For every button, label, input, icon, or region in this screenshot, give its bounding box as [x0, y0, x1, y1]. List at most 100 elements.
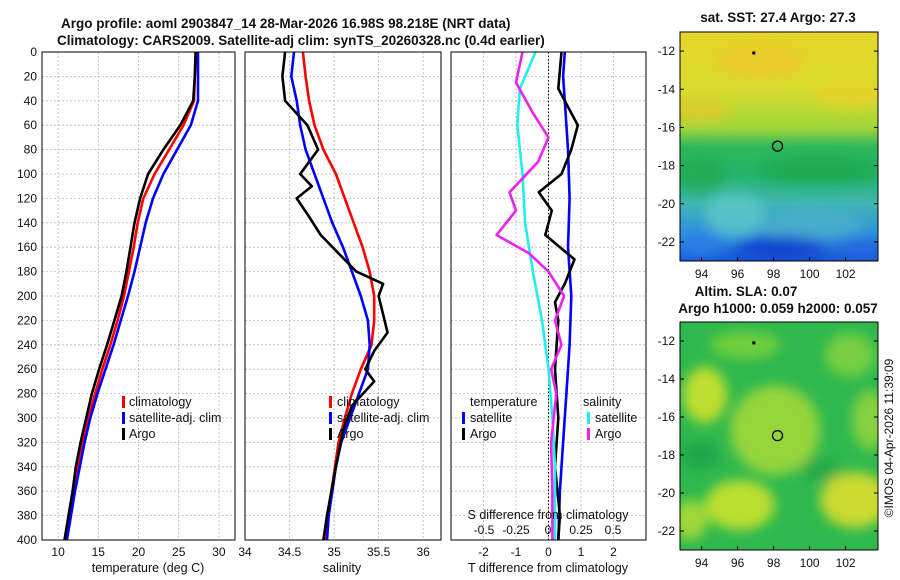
depth-tick-label: 200 [17, 289, 37, 303]
temperature-depth-ticks: 0 20 40 60 80 100 120 140 160 180 200 220 240 260 280 3… [17, 45, 37, 547]
depth-tick-label: 300 [17, 411, 37, 425]
sla-map-lon-ticks: 94 96 98 100 102 [695, 546, 856, 570]
top-tick: 0.5 [605, 523, 622, 537]
lon-tick-label: 94 [695, 556, 709, 570]
lon-tick-label: 96 [731, 556, 745, 570]
sla-map-lat-ticks: -12 -14 -16 -18 -20 -22 [658, 334, 878, 538]
argo-location-marker [771, 140, 784, 152]
lon-tick-label: 100 [800, 556, 820, 570]
legend-label-t-satellite: satellite [470, 411, 512, 425]
x-tick-label: 30 [212, 545, 226, 559]
legend-swatch-s-argo [587, 428, 590, 440]
series-climatology [64, 51, 198, 541]
lat-tick-label: -22 [658, 524, 676, 538]
salinity-xlabel: salinity [323, 561, 362, 575]
lat-tick-label: -22 [658, 235, 676, 249]
figure-title-line2: Climatology: CARS2009. Satellite-adj cli… [57, 33, 545, 48]
depth-tick-label: 20 [24, 69, 38, 83]
sla-map-frame [679, 321, 879, 551]
salinity-series [281, 51, 389, 541]
legend-label-climatology: climatology [337, 395, 400, 409]
lon-tick-label: 100 [800, 267, 820, 281]
top-tick: -0.25 [502, 523, 530, 537]
sst-map-title: sat. SST: 27.4 Argo: 27.3 [700, 10, 856, 25]
depth-tick-label: 60 [24, 118, 38, 132]
argo-location-marker [771, 429, 784, 442]
depth-tick-label: 160 [17, 240, 37, 254]
x-tick-label: 10 [51, 545, 65, 559]
depth-tick-label: 400 [17, 533, 37, 547]
legend-swatch-argo [122, 428, 125, 440]
series-satellite-adj-clim [65, 52, 200, 541]
lat-tick-label: -18 [658, 159, 676, 173]
x-tick-label: -2 [478, 545, 489, 559]
x-tick-label: 15 [92, 545, 106, 559]
salinity-axes-box [244, 51, 442, 541]
legend-swatch-climatology [329, 396, 332, 408]
reference-dot [752, 51, 756, 55]
series-s-argo [495, 51, 566, 540]
sst-map-markers [752, 51, 784, 152]
depth-tick-label: 240 [17, 338, 37, 352]
legend-label-t-argo: Argo [470, 427, 496, 441]
top-tick: -0.5 [474, 523, 495, 537]
temperature-x-ticks: 10 15 20 25 30 [51, 545, 226, 559]
sla-map-markers [752, 341, 784, 442]
sst-map-lat-ticks: -12 -14 -16 -18 -20 -22 [658, 44, 878, 249]
lon-tick-label: 98 [767, 267, 781, 281]
difference-legend: temperature salinity satellite Argo sate… [462, 395, 637, 441]
temperature-xlabel: temperature (deg C) [92, 561, 205, 575]
lon-tick-label: 102 [836, 556, 856, 570]
depth-tick-label: 140 [17, 216, 37, 230]
x-tick-label: 25 [172, 545, 186, 559]
lon-tick-label: 102 [836, 267, 856, 281]
x-tick-label: 35.5 [367, 545, 391, 559]
legend-swatch-t-argo [462, 428, 465, 440]
x-tick-label: 34 [238, 545, 252, 559]
legend-label-climatology: climatology [129, 395, 192, 409]
x-tick-label: 36 [417, 545, 431, 559]
salinity-x-ticks: 34 34.5 35 35.5 36 [238, 545, 430, 559]
x-tick-label: 1 [578, 545, 585, 559]
sla-field-texture [680, 331, 878, 540]
sst-field-texture [680, 42, 878, 260]
depth-tick-label: 360 [17, 484, 37, 498]
legend-swatch-t-satellite [462, 412, 465, 424]
temperature-series [63, 51, 200, 541]
difference-series [495, 51, 580, 541]
difference-top-xlabel: S difference from climatology [468, 508, 630, 522]
legend-title-temperature: temperature [470, 395, 537, 409]
depth-tick-label: 320 [17, 435, 37, 449]
legend-label-s-argo: Argo [595, 427, 621, 441]
legend-swatch-satellite-adj [122, 412, 125, 424]
credit-text: ©IMOS 04-Apr-2026 11:39:09 [882, 358, 896, 517]
lat-tick-label: -16 [658, 120, 676, 134]
lon-tick-label: 98 [767, 556, 781, 570]
x-tick-label: 20 [132, 545, 146, 559]
salinity-panel: 34 34.5 35 35.5 36 salinity climatology sate… [238, 51, 442, 575]
lon-tick-label: 96 [731, 267, 745, 281]
lat-tick-label: -16 [658, 410, 676, 424]
sst-map-lon-ticks: 94 96 98 100 102 [695, 257, 856, 281]
series-argo [63, 51, 197, 541]
legend-swatch-satellite-adj [329, 412, 332, 424]
lat-tick-label: -20 [658, 486, 676, 500]
series-t-argo [537, 51, 580, 541]
legend-label-s-satellite: satellite [595, 411, 637, 425]
sla-map-subtitle: Argo h1000: 0.059 h2000: 0.057 [678, 301, 878, 316]
depth-tick-label: 260 [17, 362, 37, 376]
legend-label-argo: Argo [337, 427, 363, 441]
depth-tick-label: 180 [17, 265, 37, 279]
depth-tick-label: 0 [30, 45, 37, 59]
series-argo [281, 51, 389, 541]
legend-swatch-argo [329, 428, 332, 440]
depth-tick-label: 380 [17, 509, 37, 523]
legend-swatch-climatology [122, 396, 125, 408]
salinity-diff-top-ticks: -0.5 -0.25 0 0.25 0.5 [474, 523, 622, 537]
depth-tick-label: 340 [17, 460, 37, 474]
temperature-panel: 0 20 40 60 80 100 120 140 160 180 200 220 240 260 280 3… [17, 45, 236, 575]
temperature-axes-box [41, 51, 236, 541]
reference-dot [752, 341, 756, 345]
difference-panel: -2 -1 0 1 2 T difference from climatology S … [450, 51, 647, 575]
